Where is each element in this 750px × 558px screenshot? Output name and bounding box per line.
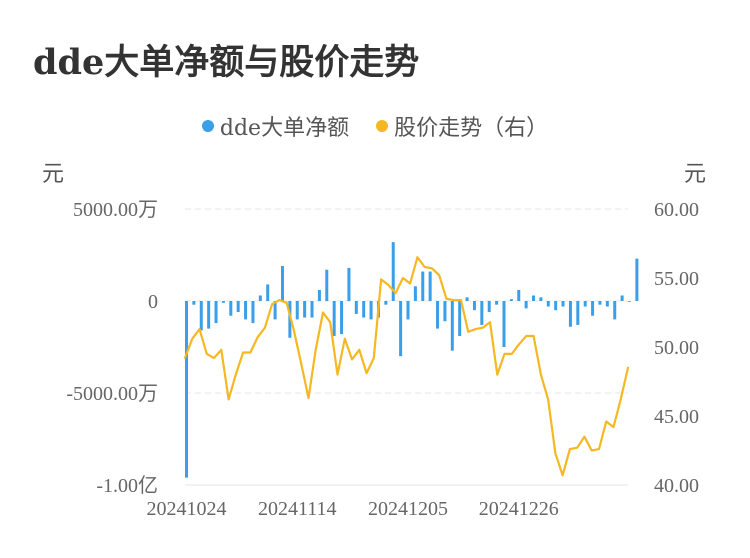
dde-bar (362, 301, 366, 318)
dde-bar (288, 301, 292, 338)
right-axis-tick-label: 45.00 (654, 406, 699, 428)
legend-dot-icon (201, 120, 214, 132)
legend-dot-icon (376, 120, 389, 132)
dde-bar (443, 301, 447, 322)
dde-bar (406, 301, 410, 320)
dde-bar (613, 301, 617, 320)
dde-bar (421, 271, 425, 301)
dde-bar (472, 301, 476, 311)
dde-bar (583, 301, 587, 307)
dde-bar (199, 301, 203, 331)
dde-bar (495, 301, 499, 305)
price-line (183, 256, 630, 477)
dde-bar (221, 301, 225, 303)
legend-item-dde[interactable]: dde大单净额 (201, 110, 350, 142)
legend-label-price: 股价走势（右） (394, 116, 549, 141)
dde-bar (517, 289, 521, 301)
dde-bar (502, 301, 506, 347)
right-axis-tick-label: 50.00 (654, 337, 699, 359)
dde-bar (391, 242, 395, 301)
dde-bar (480, 301, 484, 325)
right-axis-unit: 元 (684, 162, 707, 187)
dde-bar (340, 301, 344, 335)
dde-bar (561, 301, 565, 307)
legend: dde大单净额 股价走势（右） (0, 110, 750, 142)
dde-bar (635, 258, 639, 301)
dde-bar (539, 297, 543, 301)
right-axis-tick-label: 60.00 (654, 199, 699, 221)
dde-bar (413, 286, 417, 301)
x-axis-tick-label: 20241114 (258, 498, 337, 520)
dde-bar (347, 267, 351, 301)
dde-bar (258, 295, 262, 301)
dde-bar (244, 301, 248, 320)
dde-bar (185, 301, 188, 478)
dde-bar (509, 299, 513, 301)
dde-bar (214, 301, 218, 324)
dde-bar (628, 301, 631, 302)
dde-bar (207, 301, 211, 329)
dde-bar (229, 301, 233, 316)
dde-bar (266, 284, 270, 301)
x-axis-tick-label: 20241205 (368, 498, 448, 520)
dde-bar (428, 271, 432, 301)
dde-bar (568, 301, 572, 327)
dde-bar (487, 301, 491, 313)
dde-bar (532, 295, 536, 301)
left-axis-tick-label: -1.00亿 (96, 474, 158, 497)
dde-bar (295, 301, 299, 320)
dde-bar (605, 301, 609, 307)
dde-bar (325, 269, 329, 301)
dde-bar (280, 266, 284, 301)
left-axis-unit: 元 (42, 162, 65, 187)
dde-bar (546, 301, 550, 307)
dde-bar (354, 301, 358, 314)
dde-bar (310, 301, 314, 318)
dde-bar (465, 297, 469, 301)
dde-bar (303, 301, 307, 318)
x-axis-tick-label: 20241226 (479, 498, 559, 520)
right-axis-tick-label: 40.00 (654, 475, 699, 497)
dde-bar (317, 289, 321, 301)
dde-bar (554, 301, 558, 311)
legend-label-dde: dde大单净额 (219, 116, 350, 141)
legend-item-price[interactable]: 股价走势（右） (376, 110, 548, 142)
dde-bar (591, 301, 595, 316)
dde-bar (620, 295, 624, 301)
x-axis-tick-label: 20241024 (147, 498, 227, 520)
dde-bar (450, 301, 454, 351)
dde-bar (369, 301, 373, 320)
dde-bar (384, 301, 388, 305)
left-axis-tick-label: 0 (148, 291, 158, 313)
left-axis-tick-label: 5000.00万 (73, 199, 158, 221)
chart-title: dde大单净额与股价走势 (33, 42, 420, 83)
left-axis-tick-label: -5000.00万 (66, 383, 158, 405)
dde-bar (192, 301, 196, 305)
dde-bar (598, 301, 602, 305)
dde-bar (273, 301, 277, 320)
dde-bar (458, 301, 462, 336)
dde-bar (524, 301, 528, 309)
dde-bar (399, 301, 403, 357)
dde-bar (436, 301, 440, 329)
dde-bar (332, 301, 336, 336)
dde-bar (251, 301, 255, 324)
dde-bar (576, 301, 580, 325)
right-axis-tick-label: 55.00 (654, 268, 699, 290)
dde-bar (236, 301, 240, 313)
